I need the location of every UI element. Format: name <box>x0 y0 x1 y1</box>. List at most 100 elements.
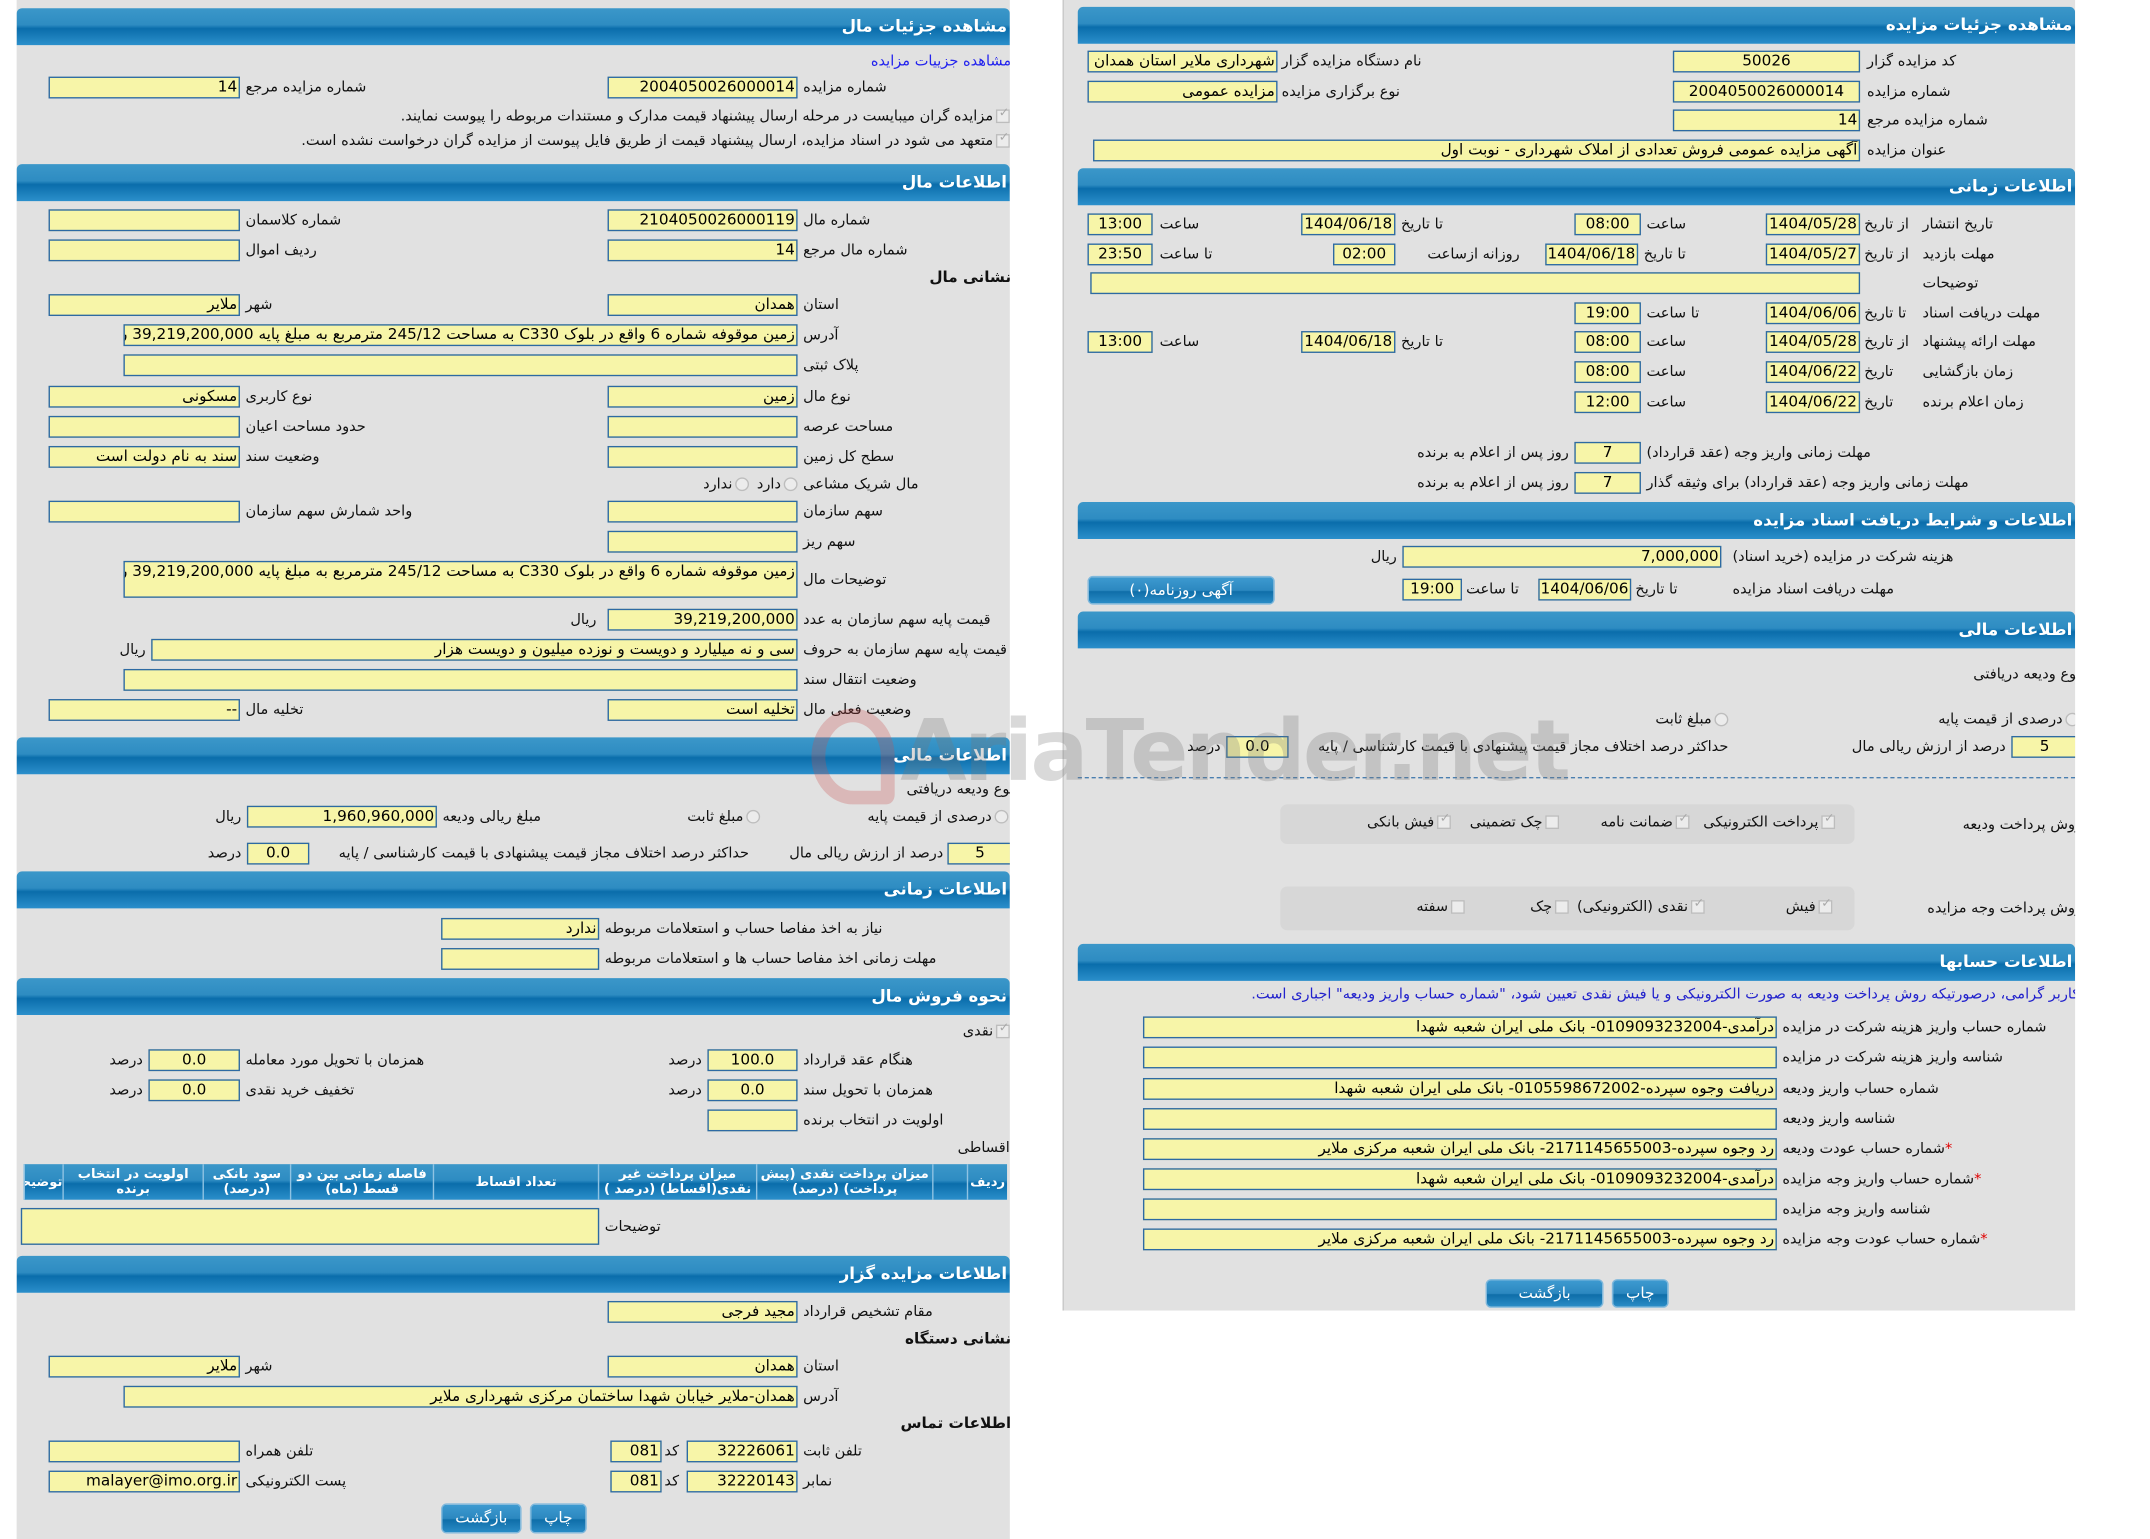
fax-code-field[interactable]: 081 <box>610 1470 662 1493</box>
max-diff-field[interactable]: 0.0 <box>1226 735 1289 758</box>
share_unit-field[interactable] <box>48 500 240 523</box>
subject-field[interactable]: آگهی مزایده عمومی فروش تعدادی از املاک ش… <box>1093 139 1861 162</box>
time-field[interactable]: 19:00 <box>1574 302 1641 325</box>
date-field[interactable]: 1404/06/22 <box>1765 361 1861 384</box>
auction-details-link[interactable]: مشاهده جزییات مزایده <box>870 53 1010 70</box>
deposit-method-checkbox[interactable] <box>1545 815 1560 830</box>
account-field[interactable]: رد وجوه سپرده-2171145655003- بانک ملی ای… <box>1142 1138 1777 1161</box>
back-button[interactable]: بازگشت <box>1485 1279 1604 1308</box>
org-field[interactable]: شهرداری ملایر استان همدان <box>1087 50 1278 73</box>
deposit-fixed-radio[interactable] <box>1714 712 1729 727</box>
kind-field[interactable]: زمین <box>607 385 798 408</box>
date-field[interactable]: 1404/06/18 <box>1301 213 1396 236</box>
ref_number-field[interactable]: 14 <box>607 239 798 262</box>
newspaper-ad-button[interactable]: آگهی روزنامه(۰) <box>1087 575 1275 605</box>
deposit-method-checkbox[interactable] <box>1821 813 1836 830</box>
clearance-deadline-field[interactable] <box>441 948 600 970</box>
area-field[interactable] <box>607 415 798 438</box>
num-field[interactable]: 2004050026000014 <box>1672 80 1861 103</box>
payment-method-checkbox[interactable] <box>1554 900 1569 914</box>
fee-field[interactable]: 7,000,000 <box>1402 545 1722 568</box>
clearance-field[interactable]: ندارد <box>441 917 600 940</box>
account-field[interactable] <box>1142 1046 1777 1069</box>
time-field[interactable]: 08:00 <box>1574 331 1641 353</box>
deposit-percent-radio[interactable] <box>994 809 1009 824</box>
pay-days-field[interactable]: 7 <box>1574 441 1641 464</box>
address-field[interactable]: زمین موقوفه شماره 6 واقع در بلوک C330 به… <box>123 324 798 347</box>
land_area-field[interactable] <box>607 445 798 468</box>
account-field[interactable] <box>1142 1198 1777 1221</box>
deposit-percent-field[interactable]: 5 <box>2011 735 2076 758</box>
price_words-field[interactable]: سی و نه میلیارد و دویست و نوزده میلیون و… <box>151 638 798 661</box>
date-field[interactable]: 1404/06/22 <box>1765 391 1861 414</box>
transfer-field[interactable] <box>123 668 798 691</box>
back-button[interactable]: بازگشت <box>441 1503 522 1534</box>
deposit-method-checkbox[interactable] <box>1437 813 1451 830</box>
mobile-field[interactable] <box>48 1440 240 1463</box>
payment-method-checkbox[interactable] <box>1450 900 1465 914</box>
date-field[interactable]: 1404/05/27 <box>1765 243 1861 266</box>
date-field[interactable]: 1404/06/18 <box>1545 243 1639 266</box>
time-field[interactable]: 02:00 <box>1333 243 1396 266</box>
property-description-field[interactable]: زمین موقوفه شماره 6 واقع در بلوک C330 به… <box>123 560 798 598</box>
city-field[interactable]: ملایر <box>48 1355 240 1378</box>
date-field[interactable]: 1404/06/18 <box>1301 331 1396 353</box>
province-field[interactable]: همدان <box>607 294 798 317</box>
current_status-field[interactable]: تخلیه است <box>607 699 798 721</box>
asset_row-field[interactable] <box>48 239 240 262</box>
phone-code-field[interactable]: 081 <box>610 1440 662 1463</box>
payment-method-checkbox[interactable] <box>1818 897 1833 914</box>
usage-field[interactable]: مسکونی <box>48 385 240 408</box>
evacuation-field[interactable]: -- <box>48 699 240 721</box>
account-field[interactable]: درآمدی-0109093232004- بانک ملی ایران شعب… <box>1142 1168 1777 1191</box>
deposit-amount-field[interactable]: 1,960,960,000 <box>246 805 437 828</box>
date-field[interactable]: 1404/05/28 <box>1765 331 1861 353</box>
time-field[interactable]: 08:00 <box>1574 213 1641 236</box>
auction_no-field[interactable]: 2004050026000014 <box>607 76 798 99</box>
cash_discount-field[interactable]: 0.0 <box>148 1079 240 1102</box>
authority-field[interactable]: مجید فرجی <box>607 1300 798 1323</box>
time-field[interactable]: 23:50 <box>1087 243 1153 266</box>
timing-notes-field[interactable] <box>1090 272 1861 295</box>
city-field[interactable]: ملایر <box>48 294 240 317</box>
account-field[interactable] <box>1142 1108 1777 1130</box>
address-field[interactable]: همدان-ملایر خیابان شهدا ساختمان مرکزی شه… <box>123 1385 798 1408</box>
time-field[interactable]: 13:00 <box>1087 331 1153 353</box>
payment-method-checkbox[interactable] <box>1690 897 1705 914</box>
on_delivery-field[interactable]: 0.0 <box>148 1049 240 1072</box>
pay_guarantor-days-field[interactable]: 7 <box>1574 471 1641 494</box>
time-field[interactable]: 12:00 <box>1574 391 1641 414</box>
building_area-field[interactable] <box>48 415 240 438</box>
deposit-fixed-radio[interactable] <box>746 809 761 824</box>
fax-field[interactable]: 32220143 <box>686 1470 798 1493</box>
date-field[interactable]: 1404/05/28 <box>1765 213 1861 236</box>
ref-field[interactable]: 14 <box>1672 109 1861 132</box>
account-field[interactable]: درآمدی-0109093232004- بانک ملی ایران شعب… <box>1142 1016 1777 1039</box>
account-field[interactable]: رد وجوه سپرده-2171145655003- بانک ملی ای… <box>1142 1228 1777 1251</box>
date-field[interactable]: 1404/06/06 <box>1765 302 1861 325</box>
shared-yes-radio[interactable] <box>783 477 798 492</box>
installment-notes-field[interactable] <box>20 1207 600 1245</box>
code-field[interactable]: 50026 <box>1672 50 1861 73</box>
sub_share-field[interactable] <box>607 530 798 553</box>
plaque-field[interactable] <box>123 354 798 377</box>
on_contract-field[interactable]: 100.0 <box>707 1049 798 1072</box>
sale-cash-checkbox[interactable] <box>995 1022 1010 1039</box>
shared-no-radio[interactable] <box>735 477 750 492</box>
number-field[interactable]: 2104050026000119 <box>607 209 798 232</box>
share-field[interactable] <box>607 500 798 523</box>
class_no-field[interactable] <box>48 209 240 232</box>
deposit-percent-radio[interactable] <box>2065 712 2076 727</box>
no-file-offer-checkbox[interactable] <box>995 131 1010 148</box>
priority-field[interactable] <box>707 1109 798 1132</box>
attach-docs-checkbox[interactable] <box>995 107 1010 124</box>
account-field[interactable]: دریافت وجوه سپرده-0105598672002- بانک مل… <box>1142 1077 1777 1100</box>
print-button[interactable]: چاپ <box>1611 1279 1669 1308</box>
phone-field[interactable]: 32226061 <box>686 1440 798 1463</box>
time-field[interactable]: 13:00 <box>1087 213 1153 236</box>
time-field[interactable]: 08:00 <box>1574 361 1641 384</box>
deposit-method-checkbox[interactable] <box>1675 813 1690 830</box>
deed_status-field[interactable]: سند به نام دولت است <box>48 445 240 468</box>
date-field[interactable]: 1404/06/06 <box>1538 578 1632 601</box>
print-button[interactable]: چاپ <box>529 1503 587 1534</box>
